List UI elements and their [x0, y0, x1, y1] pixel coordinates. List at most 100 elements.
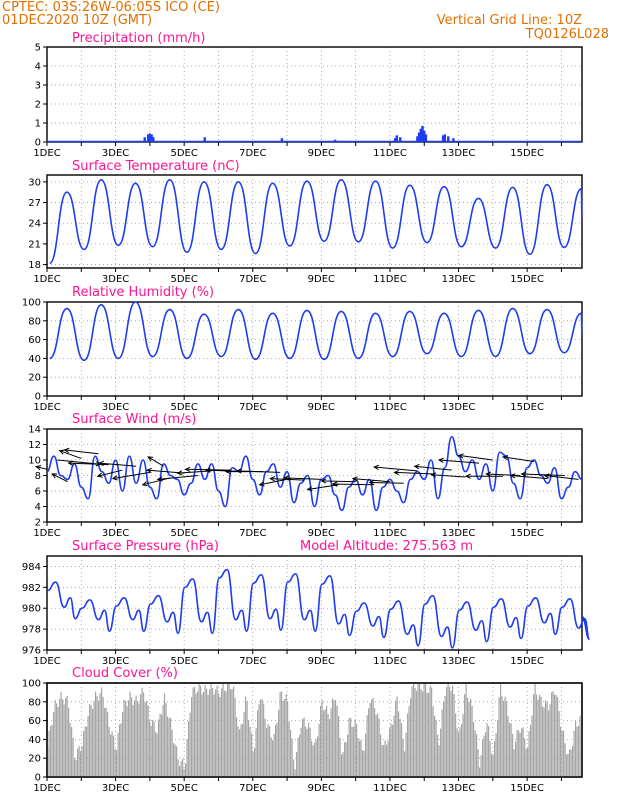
wind-vector	[307, 484, 339, 490]
cloud-bar	[248, 719, 250, 777]
cloud-bar	[462, 713, 464, 777]
cloud-bar	[477, 749, 479, 777]
cloud-bar	[509, 722, 511, 777]
x-tick-label: 11DEC	[373, 402, 407, 413]
cloud-bar	[120, 723, 122, 777]
cloud-bar	[410, 697, 412, 777]
cloud-bar	[444, 695, 446, 777]
cloud-bar	[317, 736, 319, 777]
x-tick-label: 11DEC	[373, 148, 407, 159]
cloud-bar	[512, 733, 514, 777]
wind-vector	[510, 475, 548, 480]
x-tick-label: 1DEC	[33, 783, 60, 794]
wind-vector	[236, 470, 281, 473]
cloud-bar	[320, 705, 322, 777]
cloud-bar	[257, 710, 259, 777]
y-tick-label: 21	[28, 239, 41, 250]
cloud-bar	[273, 733, 275, 777]
cloud-bar	[261, 699, 263, 777]
x-tick-label: 13DEC	[442, 656, 476, 667]
cloud-bar	[57, 707, 59, 777]
temperature-series	[48, 179, 583, 264]
x-tick-label: 11DEC	[373, 656, 407, 667]
wind-vector-head	[501, 454, 509, 461]
cloud-bar	[437, 734, 439, 777]
cloud-bar	[332, 698, 334, 777]
cloud-bar	[513, 749, 515, 777]
cloud-bar	[362, 750, 364, 777]
x-tick-label: 1DEC	[33, 528, 60, 539]
cloud-bar	[93, 700, 95, 777]
cloud-bar	[212, 687, 214, 777]
cloud-bar	[386, 744, 388, 777]
cloud-bar	[156, 733, 158, 777]
surface-pressure-panel: Surface Pressure (hPa) Model Altitude: 2…	[22, 539, 591, 667]
cloud-bar	[104, 707, 106, 777]
y-tick-label: 2	[35, 100, 41, 111]
cloud-bar	[228, 683, 230, 777]
cloud-bar	[377, 713, 379, 777]
cloud-bar	[134, 700, 136, 777]
cloud-bar	[245, 696, 247, 777]
plot-frame	[46, 428, 583, 523]
cloud-bar	[560, 726, 562, 777]
cloud-bar	[102, 696, 104, 777]
wind-vector	[36, 466, 48, 470]
cloud-bar	[101, 687, 103, 777]
wind-vector-head	[509, 473, 516, 479]
cloud-bar	[425, 683, 427, 777]
cloud-bar	[125, 700, 127, 777]
y-tick-label: 4	[35, 62, 41, 73]
wind-vector-head	[97, 460, 104, 467]
wind-vector-head	[393, 469, 400, 476]
y-tick-label: 24	[28, 219, 41, 230]
cloud-bar	[177, 759, 179, 777]
wind-vector-head	[156, 476, 163, 482]
cloud-bar	[356, 724, 358, 777]
cloud-bar	[293, 759, 295, 777]
wind-vector	[374, 466, 418, 472]
cloud-cover-panel: Cloud Cover (%) 0 20 40 60 80 100 1DEC 3DEC 5DEC…	[22, 666, 583, 794]
cloud-bar	[366, 715, 368, 777]
cloud-bar	[521, 728, 523, 777]
cloud-bar	[479, 767, 481, 777]
cloud-bar	[450, 690, 452, 777]
cloud-bar	[119, 724, 121, 777]
cloud-bar	[387, 740, 389, 777]
cloud-bar	[195, 693, 197, 777]
cloud-bar	[260, 699, 262, 777]
cloud-bar	[368, 708, 370, 777]
cloud-bar	[111, 731, 113, 777]
cloud-bar	[225, 691, 227, 777]
cloud-bar	[68, 707, 70, 777]
cloud-bar	[579, 715, 581, 777]
cloud-bar	[285, 694, 287, 777]
wind-vector-head	[111, 475, 118, 481]
wind-vector-head	[368, 479, 375, 486]
cloud-bar	[98, 700, 100, 777]
cloud-bar	[414, 687, 416, 777]
x-tick-label: 13DEC	[442, 528, 476, 539]
x-tick-label: 11DEC	[373, 528, 407, 539]
y-tick-label: 1	[35, 119, 41, 130]
cloud-bar	[204, 685, 206, 777]
cloud-bar	[326, 705, 328, 777]
wind-vector	[352, 478, 390, 483]
x-tick-label: 5DEC	[170, 148, 197, 159]
cloud-bar	[516, 730, 518, 777]
cloud-bar	[108, 726, 110, 777]
cloud-bar	[357, 738, 359, 777]
cloud-bar	[270, 737, 272, 777]
wind-vector	[64, 449, 99, 455]
cloud-bar	[87, 716, 89, 777]
wind-vector	[57, 459, 101, 465]
wind-vector-head	[204, 467, 211, 473]
cloud-bar	[227, 683, 229, 777]
cloud-bar	[284, 698, 286, 777]
cloud-bar	[543, 707, 545, 777]
cloud-bar	[288, 721, 290, 777]
cloud-bar	[308, 722, 310, 777]
cloud-bar	[116, 750, 118, 777]
cloud-bar	[96, 696, 98, 777]
cloud-bar	[542, 706, 544, 777]
